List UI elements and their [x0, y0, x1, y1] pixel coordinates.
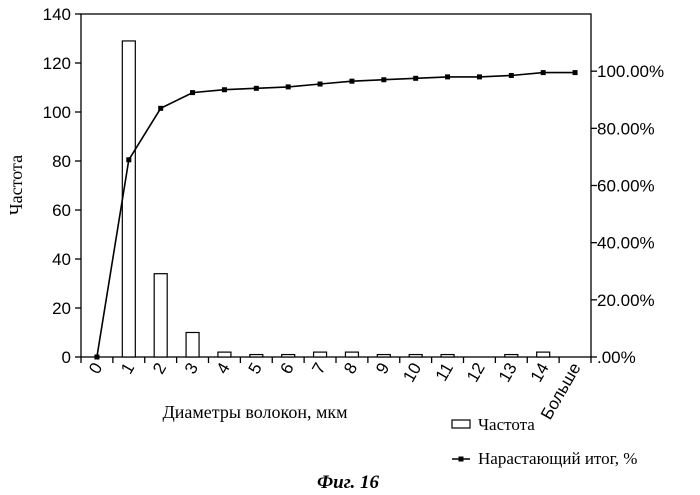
- bar-6: [282, 355, 295, 357]
- legend-line-marker: [459, 457, 464, 462]
- x-tick-label: 3: [181, 360, 202, 378]
- figure-caption: Фиг. 16: [317, 472, 379, 493]
- y2-tick-label: 40.00%: [597, 234, 655, 253]
- line-point-8: [349, 79, 354, 84]
- line-point-1: [126, 157, 131, 162]
- legend-bar-label: Частота: [478, 415, 535, 434]
- bar-9: [377, 355, 390, 357]
- cumulative-line: [97, 73, 575, 357]
- y-tick-label: 60: [52, 201, 71, 220]
- line-point-7: [318, 82, 323, 87]
- x-tick-label: 4: [213, 359, 234, 377]
- bar-5: [250, 355, 263, 357]
- legend: Частота Нарастающий итог, %: [452, 415, 637, 468]
- y-tick-label: 40: [52, 250, 71, 269]
- y2-tick-label: 60.00%: [597, 177, 655, 196]
- y-tick-label: 80: [52, 152, 71, 171]
- y-tick-label: 0: [62, 348, 71, 367]
- bar-10: [409, 355, 422, 357]
- line-point-10: [413, 76, 418, 81]
- line-point-0: [94, 355, 99, 360]
- bar-series: [122, 41, 549, 357]
- bar-8: [345, 352, 358, 357]
- x-tick-label: 8: [340, 359, 361, 377]
- y-axis-title: Частота: [6, 155, 26, 215]
- bar-2: [154, 274, 167, 357]
- x-tick-label: 2: [149, 360, 170, 378]
- line-point-13: [509, 73, 514, 78]
- bar-4: [218, 352, 231, 357]
- y-tick-label: 120: [43, 54, 71, 73]
- line-point-11: [445, 74, 450, 79]
- x-tick-label: 9: [372, 359, 393, 377]
- y2-tick-label: 20.00%: [597, 291, 655, 310]
- x-tick-label: 12: [463, 359, 489, 385]
- line-point-12: [477, 74, 482, 79]
- y-tick-label: 100: [43, 103, 71, 122]
- line-point-9: [381, 77, 386, 82]
- x-tick-label: 14: [527, 360, 553, 386]
- line-point-Больше: [573, 70, 578, 75]
- line-point-2: [158, 106, 163, 111]
- y-tick-label: 140: [43, 5, 71, 24]
- line-point-3: [190, 90, 195, 95]
- y2-tick-label: 80.00%: [597, 119, 655, 138]
- line-point-4: [222, 87, 227, 92]
- bar-14: [537, 352, 550, 357]
- x-tick-label: 7: [308, 360, 329, 378]
- x-tick-label: 6: [276, 360, 297, 378]
- legend-bar-swatch: [452, 420, 470, 428]
- y2-tick-label: 100.00%: [597, 62, 664, 81]
- line-point-14: [541, 70, 546, 75]
- y2-tick-label: .00%: [597, 348, 636, 367]
- y-tick-label: 20: [52, 299, 71, 318]
- x-tick-label: 13: [495, 359, 521, 385]
- x-tick-label: 0: [85, 359, 106, 377]
- line-point-6: [286, 84, 291, 89]
- x-tick-label: 10: [399, 360, 425, 386]
- bar-13: [505, 355, 518, 357]
- legend-line-label: Нарастающий итог, %: [478, 449, 637, 468]
- bar-7: [314, 352, 327, 357]
- bar-1: [122, 41, 135, 357]
- x-axis-title: Диаметры волокон, мкм: [162, 402, 347, 422]
- x-tick-label: 11: [432, 360, 457, 385]
- bar-3: [186, 333, 199, 358]
- x-tick-label: 5: [245, 359, 266, 377]
- line-point-5: [254, 86, 259, 91]
- x-tick-label: 1: [117, 359, 138, 377]
- bar-11: [441, 355, 454, 357]
